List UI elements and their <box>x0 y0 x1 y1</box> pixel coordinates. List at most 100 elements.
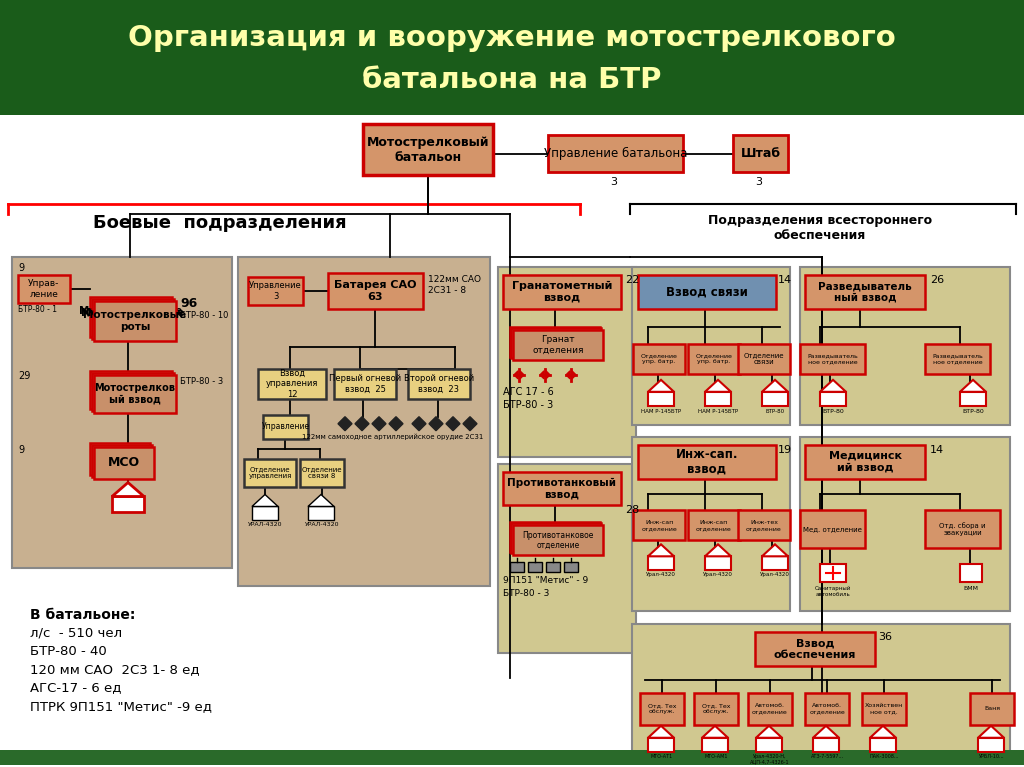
Text: 26: 26 <box>930 275 944 285</box>
Text: Медицинск
ий взвод: Медицинск ий взвод <box>828 451 901 472</box>
Text: Инж-сап
отделение: Инж-сап отделение <box>641 520 677 531</box>
Text: Гранат
отделения: Гранат отделения <box>530 333 582 353</box>
Text: 29: 29 <box>18 371 31 381</box>
FancyBboxPatch shape <box>961 392 986 406</box>
Polygon shape <box>978 726 1004 738</box>
FancyBboxPatch shape <box>300 459 344 486</box>
Text: БТР-80 - 3: БТР-80 - 3 <box>180 377 223 386</box>
FancyBboxPatch shape <box>18 275 70 303</box>
Text: Противотанковый
взвод: Противотанковый взвод <box>508 478 616 499</box>
Text: В батальоне:: В батальоне: <box>30 608 135 622</box>
FancyBboxPatch shape <box>756 738 782 752</box>
Text: Отд. Тех
обслуж.: Отд. Тех обслуж. <box>701 703 730 714</box>
Text: Отделение
упр. батр.: Отделение упр. батр. <box>695 354 732 364</box>
Polygon shape <box>429 416 443 431</box>
FancyBboxPatch shape <box>498 267 636 456</box>
Text: БТР-80 - 1: БТР-80 - 1 <box>18 305 57 314</box>
Polygon shape <box>338 416 352 431</box>
Text: 9: 9 <box>18 263 25 273</box>
FancyBboxPatch shape <box>762 392 788 406</box>
FancyBboxPatch shape <box>632 436 790 611</box>
FancyBboxPatch shape <box>252 506 278 521</box>
FancyBboxPatch shape <box>94 446 154 479</box>
Polygon shape <box>463 416 477 431</box>
FancyBboxPatch shape <box>705 556 731 570</box>
FancyBboxPatch shape <box>970 693 1014 725</box>
Text: Баня: Баня <box>984 706 1000 711</box>
FancyBboxPatch shape <box>800 344 865 374</box>
FancyBboxPatch shape <box>90 371 172 409</box>
Text: Управ-
ление: Управ- ление <box>29 279 59 299</box>
Text: ПАК-3008...: ПАК-3008... <box>869 754 899 759</box>
Polygon shape <box>355 416 369 431</box>
FancyBboxPatch shape <box>94 301 176 341</box>
Text: УРБЛ-10...: УРБЛ-10... <box>979 754 1005 759</box>
Text: Первый огневой
взвод  25: Первый огневой взвод 25 <box>329 374 401 393</box>
Text: 36: 36 <box>878 632 892 642</box>
Polygon shape <box>756 726 782 738</box>
Text: Урал-4320: Урал-4320 <box>703 572 733 578</box>
FancyBboxPatch shape <box>748 693 792 725</box>
Polygon shape <box>252 495 278 506</box>
Text: Взвод
управления
12: Взвод управления 12 <box>266 369 318 399</box>
Text: Противотанковое
отделение: Противотанковое отделение <box>519 528 591 547</box>
Text: 122мм самоходное артиллерийское орудие 2С31: 122мм самоходное артиллерийское орудие 2… <box>302 433 483 440</box>
Text: 96: 96 <box>180 297 198 310</box>
Polygon shape <box>372 416 386 431</box>
FancyBboxPatch shape <box>688 344 740 374</box>
Text: Второй огневой
взвод  23: Второй огневой взвод 23 <box>403 374 474 393</box>
Text: Хозяйствен
ное отд.: Хозяйствен ное отд. <box>865 703 903 714</box>
FancyBboxPatch shape <box>925 344 990 374</box>
Text: МСО: МСО <box>105 454 138 467</box>
Text: Отд. Тех
обслуж.: Отд. Тех обслуж. <box>648 703 676 714</box>
Text: Противотанковое
отделение: Противотанковое отделение <box>522 531 594 550</box>
FancyBboxPatch shape <box>805 445 925 479</box>
FancyBboxPatch shape <box>564 562 578 572</box>
FancyBboxPatch shape <box>362 123 493 176</box>
Text: Отделение
управления: Отделение управления <box>248 466 292 479</box>
Polygon shape <box>762 545 788 556</box>
Polygon shape <box>820 380 846 392</box>
Polygon shape <box>540 371 544 379</box>
FancyBboxPatch shape <box>0 114 1024 765</box>
FancyBboxPatch shape <box>112 496 144 512</box>
FancyBboxPatch shape <box>632 624 1010 754</box>
FancyBboxPatch shape <box>800 436 1010 611</box>
FancyBboxPatch shape <box>633 511 685 541</box>
Text: Отделение
связи: Отделение связи <box>743 352 784 365</box>
Text: Штаб: Штаб <box>740 147 780 160</box>
FancyBboxPatch shape <box>800 511 865 548</box>
Text: Управление: Управление <box>261 422 309 431</box>
Polygon shape <box>520 371 524 379</box>
Text: Мотострелковые
роты: Мотострелковые роты <box>81 308 184 330</box>
FancyBboxPatch shape <box>548 134 683 173</box>
FancyBboxPatch shape <box>705 392 731 406</box>
FancyBboxPatch shape <box>805 693 849 725</box>
FancyBboxPatch shape <box>648 738 674 752</box>
Text: Инж-тех
отделение: Инж-тех отделение <box>746 520 782 531</box>
Text: БТР-80 - 3: БТР-80 - 3 <box>503 589 549 598</box>
FancyBboxPatch shape <box>694 693 738 725</box>
FancyBboxPatch shape <box>862 693 906 725</box>
Text: Подразделения всестороннего
обеспечения: Подразделения всестороннего обеспечения <box>708 214 932 242</box>
FancyBboxPatch shape <box>92 299 174 339</box>
FancyBboxPatch shape <box>511 328 601 358</box>
Polygon shape <box>648 545 674 556</box>
FancyBboxPatch shape <box>90 297 172 337</box>
Text: батальона на БТР: батальона на БТР <box>362 66 662 94</box>
FancyBboxPatch shape <box>870 738 896 752</box>
Text: 9: 9 <box>18 445 25 455</box>
FancyBboxPatch shape <box>244 459 296 486</box>
Text: 14: 14 <box>778 275 793 285</box>
Polygon shape <box>566 371 570 379</box>
Text: МТО-АТ1: МТО-АТ1 <box>651 754 673 759</box>
Text: Взвод связи: Взвод связи <box>666 285 748 298</box>
Text: БТР-80 - 10: БТР-80 - 10 <box>180 311 228 320</box>
Polygon shape <box>446 416 460 431</box>
Text: Батарея САО
63: Батарея САО 63 <box>334 280 417 302</box>
Text: АТЗ-7-5597...: АТЗ-7-5597... <box>811 754 844 759</box>
Text: Мотострелков
ый взвод: Мотострелков ый взвод <box>90 379 171 400</box>
FancyBboxPatch shape <box>805 275 925 309</box>
FancyBboxPatch shape <box>648 556 674 570</box>
FancyBboxPatch shape <box>92 445 152 476</box>
